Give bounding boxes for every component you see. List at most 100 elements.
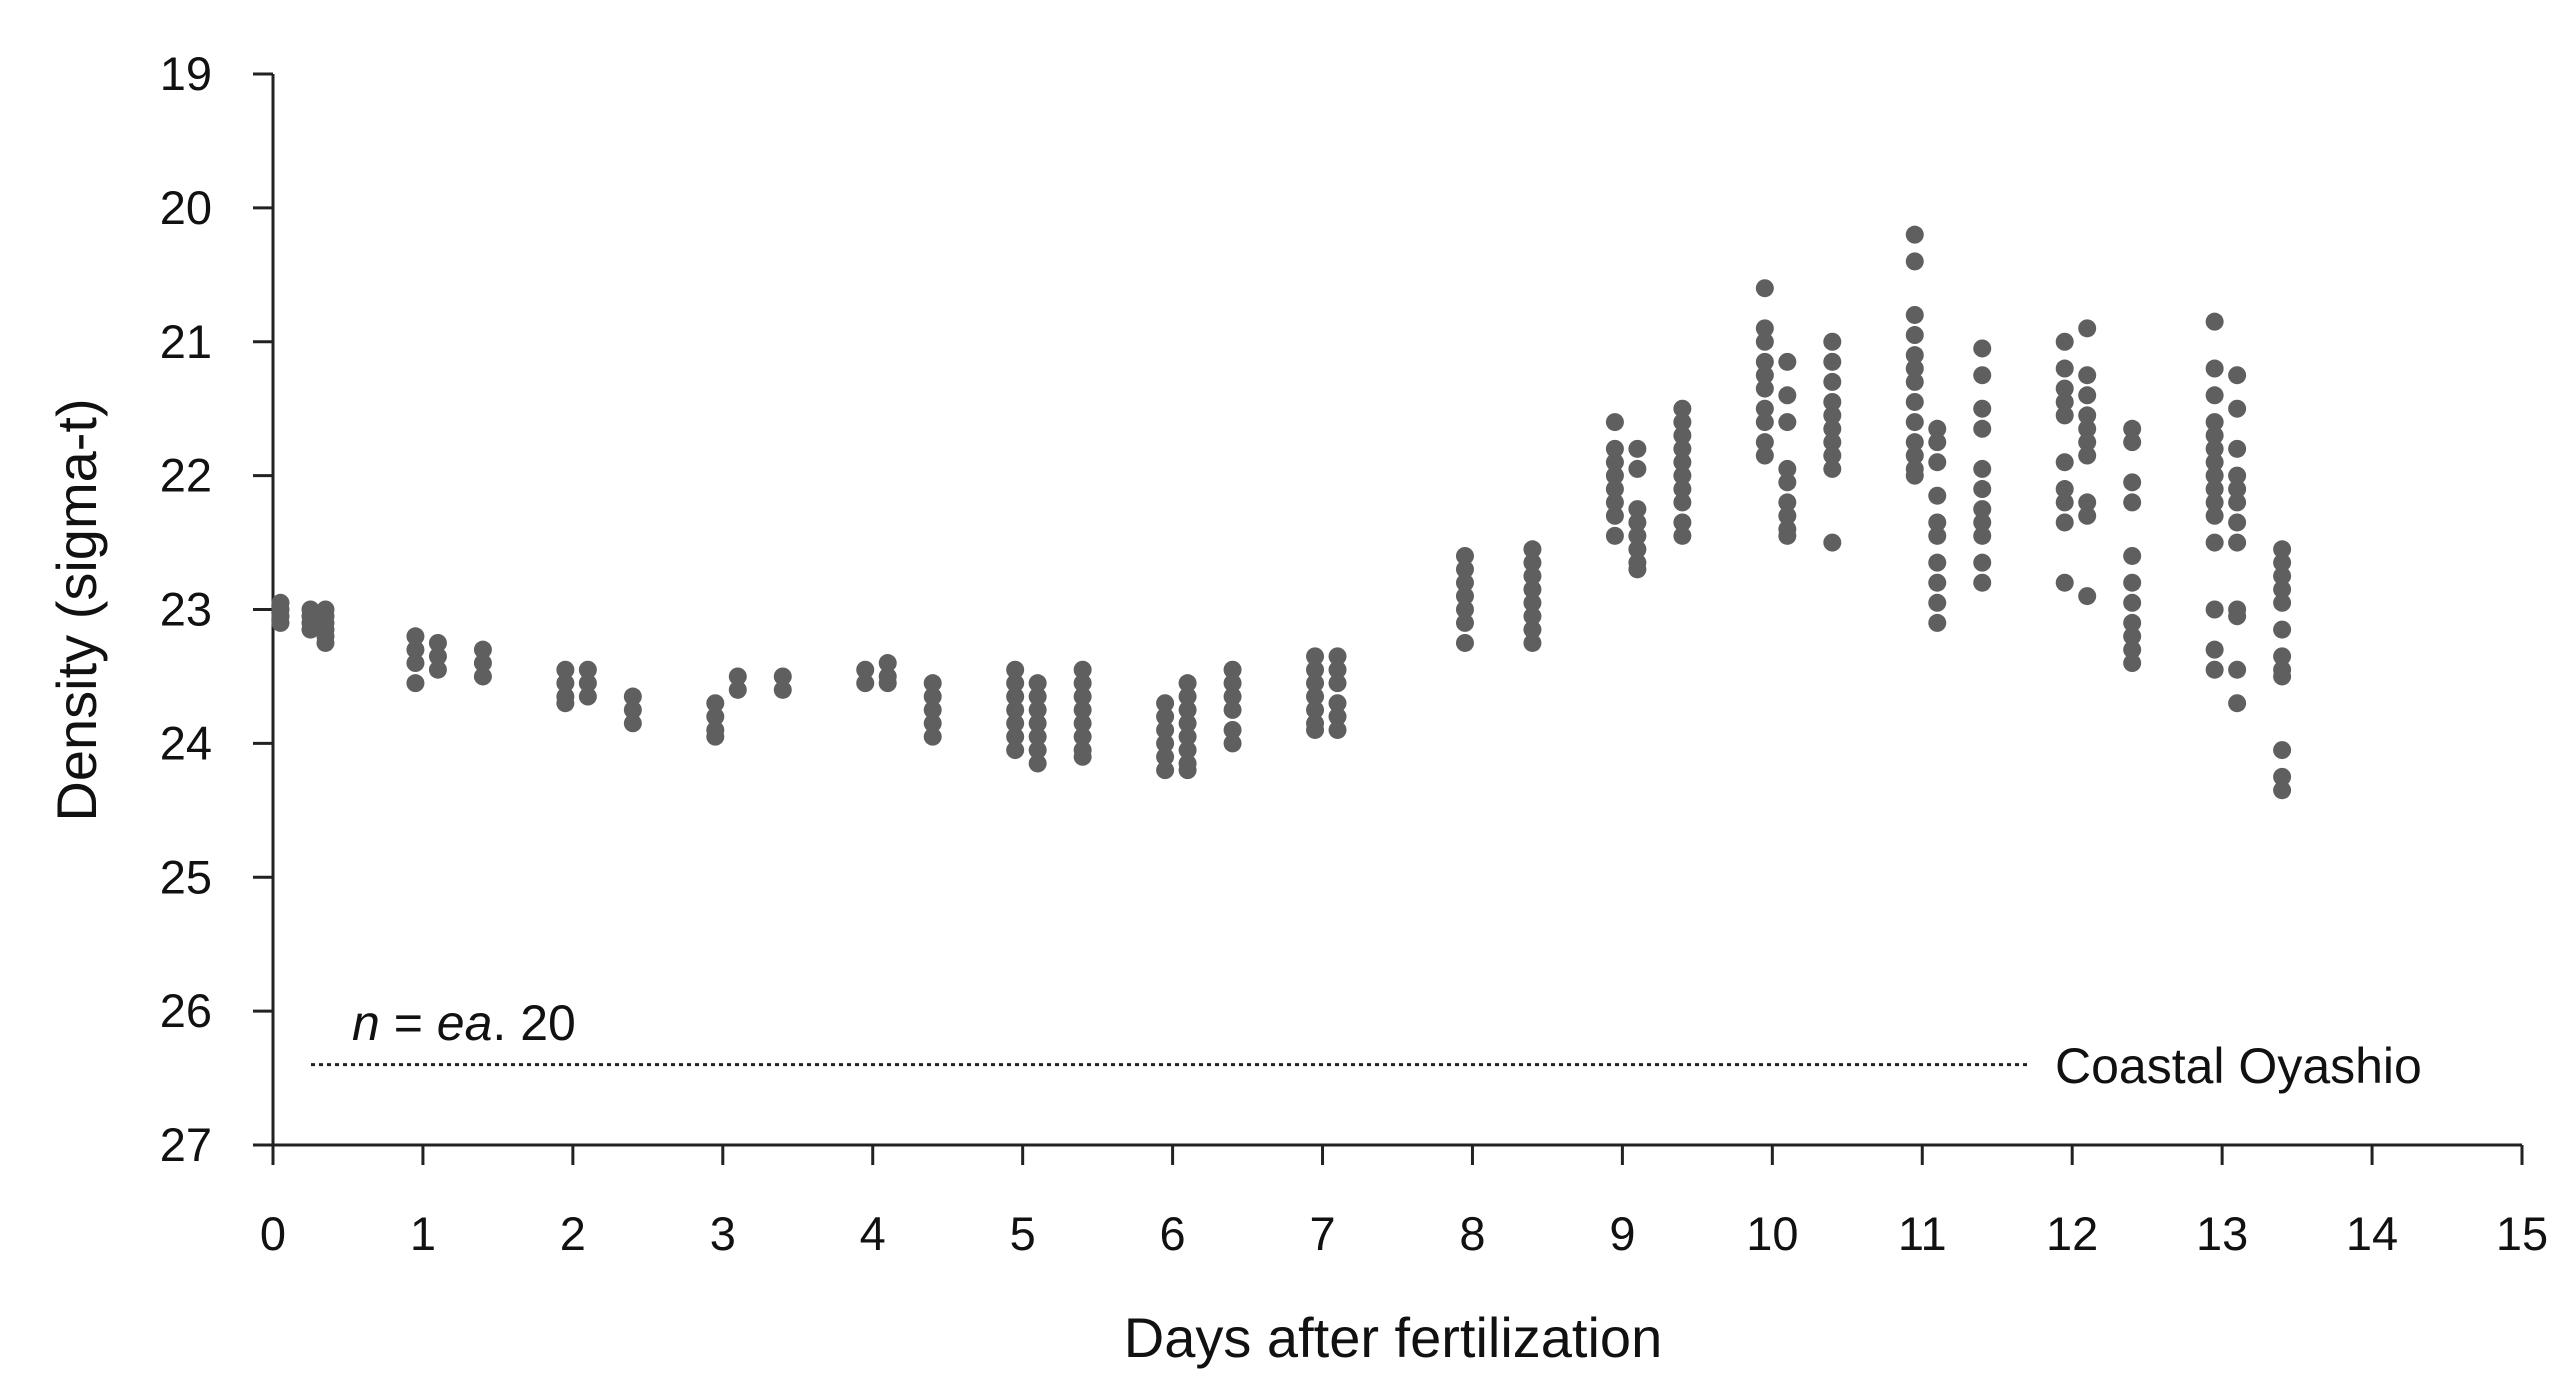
data-point <box>1823 533 1842 552</box>
x-tick-label: 15 <box>2496 1207 2548 1260</box>
y-axis-title: Density (sigma-t) <box>45 398 108 821</box>
data-point <box>406 674 425 693</box>
data-point <box>1605 466 1624 485</box>
data-point <box>773 667 792 686</box>
axes <box>253 72 2524 1165</box>
data-point <box>1928 613 1947 632</box>
data-point <box>1028 700 1047 719</box>
data-point <box>1928 433 1947 452</box>
data-point <box>1928 573 1947 592</box>
data-point <box>1006 700 1025 719</box>
x-tick-label: 8 <box>1459 1207 1485 1260</box>
data-point <box>1455 633 1474 652</box>
data-point <box>1028 674 1047 693</box>
data-point <box>1156 720 1175 739</box>
y-tick-label: 22 <box>160 449 212 502</box>
data-point <box>1905 466 1924 485</box>
data-point <box>1073 714 1092 733</box>
x-tick-label: 6 <box>1160 1207 1186 1260</box>
data-point <box>1905 359 1924 378</box>
data-point <box>878 674 897 693</box>
x-tick-label: 12 <box>2046 1207 2098 1260</box>
data-point <box>1006 660 1025 679</box>
data-point <box>2055 493 2074 512</box>
y-tick-label: 24 <box>160 716 212 769</box>
data-point <box>2273 767 2292 786</box>
data-point <box>1755 332 1774 351</box>
data-point <box>2273 593 2292 612</box>
data-point <box>1755 319 1774 338</box>
data-point <box>878 654 897 673</box>
data-point <box>1455 546 1474 565</box>
data-point <box>1523 567 1542 586</box>
data-point <box>1178 700 1197 719</box>
data-point <box>1523 633 1542 652</box>
data-point <box>2078 446 2097 465</box>
x-tick-label: 2 <box>560 1207 586 1260</box>
data-point <box>428 647 447 666</box>
data-point <box>1523 553 1542 572</box>
data-point <box>1455 613 1474 632</box>
data-point <box>1605 453 1624 472</box>
data-point <box>2078 366 2097 385</box>
data-point <box>623 700 642 719</box>
data-point <box>1673 439 1692 458</box>
data-point <box>1455 587 1474 606</box>
data-point <box>1328 660 1347 679</box>
data-point <box>1928 486 1947 505</box>
annotation-n: n <box>352 995 380 1051</box>
data-point <box>1178 727 1197 746</box>
x-tick-label: 1 <box>410 1207 436 1260</box>
data-point <box>1156 694 1175 713</box>
data-point <box>1778 526 1797 545</box>
data-point <box>473 640 492 659</box>
data-point <box>2205 439 2224 458</box>
data-point <box>2273 553 2292 572</box>
data-point <box>856 674 875 693</box>
data-point <box>1673 453 1692 472</box>
data-point <box>1523 593 1542 612</box>
data-point <box>1973 459 1992 478</box>
data-point <box>1523 607 1542 626</box>
data-point <box>406 627 425 646</box>
data-point <box>1673 493 1692 512</box>
x-tick-label: 9 <box>1609 1207 1635 1260</box>
data-point <box>2228 466 2247 485</box>
data-point <box>1823 372 1842 391</box>
data-point <box>1905 225 1924 244</box>
data-point <box>2228 607 2247 626</box>
data-point <box>1778 493 1797 512</box>
data-point <box>1455 600 1474 619</box>
data-point <box>1628 459 1647 478</box>
data-point <box>1905 346 1924 365</box>
data-point <box>1178 761 1197 780</box>
data-point <box>1778 413 1797 432</box>
data-point <box>2205 312 2224 331</box>
data-point <box>556 694 575 713</box>
data-point <box>1628 500 1647 519</box>
data-point <box>1673 426 1692 445</box>
data-point <box>1178 741 1197 760</box>
data-point <box>406 640 425 659</box>
data-point <box>2228 366 2247 385</box>
data-point <box>1905 446 1924 465</box>
data-point <box>1605 439 1624 458</box>
data-point <box>1306 700 1325 719</box>
data-point <box>1778 459 1797 478</box>
sample-size-annotation: n = ea. 20 <box>352 995 576 1051</box>
data-point <box>1006 674 1025 693</box>
data-point <box>473 667 492 686</box>
data-point <box>623 687 642 706</box>
data-point <box>1178 687 1197 706</box>
data-point <box>1223 720 1242 739</box>
data-point <box>2228 694 2247 713</box>
data-point <box>2205 600 2224 619</box>
x-tick-label: 11 <box>1898 1207 1947 1260</box>
data-point <box>1928 453 1947 472</box>
data-point <box>706 727 725 746</box>
x-tick-label: 14 <box>2346 1207 2398 1260</box>
data-point <box>2123 627 2142 646</box>
data-point <box>2055 332 2074 351</box>
data-point <box>2273 540 2292 559</box>
x-tick-label: 13 <box>2196 1207 2248 1260</box>
